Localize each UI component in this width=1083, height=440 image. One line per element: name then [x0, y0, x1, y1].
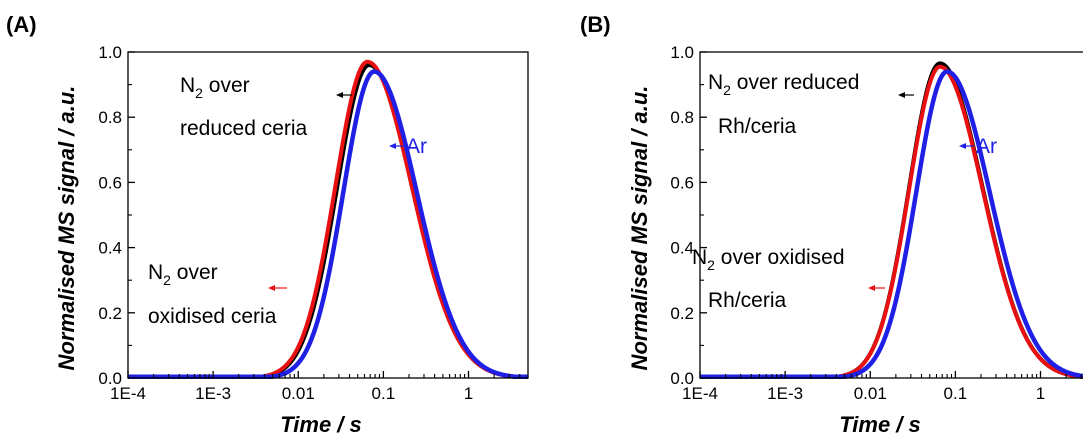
y-tick-label-a: 0.6: [98, 173, 122, 192]
y-tick-label-a: 0.4: [98, 239, 122, 258]
annotation-n2-reduced-line2-a: reduced ceria: [180, 117, 308, 140]
x-tick-label-b: 1: [1036, 384, 1045, 403]
arrow-n2-reduced-b: [898, 92, 914, 98]
annotation-n2-reduced-b: N2 over reduced: [708, 71, 859, 98]
x-tick-label-a: 1E-4: [110, 384, 146, 403]
y-tick-label-b: 0.6: [670, 173, 694, 192]
plot-frame-a: [127, 51, 529, 379]
x-tick-label-a: 1E-3: [195, 384, 231, 403]
x-ticks-b: 1E-4 1E-3 0.01 0.1 1: [682, 371, 1082, 403]
x-tick-label-a: 1: [464, 384, 473, 403]
annotation-ar-b: Ar: [976, 135, 997, 158]
annotation-n2-reduced-line2-b: Rh/ceria: [718, 115, 797, 138]
y-tick-label-a: 0.8: [98, 108, 122, 127]
x-tick-label-b: 1E-4: [682, 384, 718, 403]
plot-frame-b: [699, 51, 1083, 379]
y-tick-label-b: 0.8: [670, 108, 694, 127]
arrow-n2-oxidised-b: [868, 285, 885, 291]
y-axis-label-b: Normalised MS signal / a.u.: [627, 86, 652, 371]
x-tick-label-b: 0.1: [944, 384, 968, 403]
annotation-n2-oxidised-b: N2 over oxidised: [692, 246, 845, 273]
y-tick-label-b: 0.0: [670, 369, 694, 388]
x-tick-label-b: 0.01: [854, 384, 887, 403]
x-tick-label-b: 1E-3: [767, 384, 803, 403]
x-tick-label-a: 0.01: [282, 384, 315, 403]
series-line-n2-oxidised-b: [698, 64, 1083, 379]
chart-panel-a: (A) Normalised MS signal / a.u. Time / s…: [6, 12, 530, 437]
y-tick-label-b: 0.2: [670, 304, 694, 323]
arrow-ar-b: [959, 143, 974, 149]
series-curves-b: [698, 61, 1083, 379]
arrow-ar-a: [389, 143, 404, 149]
y-tick-label-a: 0.2: [98, 304, 122, 323]
x-ticks-a: 1E-4 1E-3 0.01 0.1 1: [110, 371, 529, 403]
series-line-n2-oxidised-a: [126, 59, 530, 379]
y-ticks-a: 0.0 0.2 0.4 0.6 0.8 1.0: [98, 43, 135, 388]
arrow-n2-oxidised-a: [268, 285, 287, 291]
y-axis-label-a: Normalised MS signal / a.u.: [54, 86, 79, 371]
series-curves-a: [126, 59, 530, 379]
arrow-n2-reduced-a: [336, 92, 352, 98]
annotation-n2-oxidised-a: N2 over: [148, 261, 218, 288]
panel-label-b: (B): [580, 12, 611, 37]
y-ticks-b: 0.0 0.2 0.4 0.6 0.8 1.0: [670, 43, 707, 388]
annotation-n2-reduced-a: N2 over: [180, 74, 250, 101]
y-tick-label-a: 0.0: [98, 369, 122, 388]
y-tick-label-a: 1.0: [98, 43, 122, 62]
annotation-n2-oxidised-line2-a: oxidised ceria: [148, 305, 277, 328]
x-axis-label-b: Time / s: [839, 412, 921, 437]
series-line-n2-reduced-b: [698, 61, 1083, 379]
x-tick-label-a: 0.1: [372, 384, 396, 403]
y-tick-label-b: 0.4: [670, 239, 694, 258]
annotation-n2-oxidised-line2-b: Rh/ceria: [708, 289, 787, 312]
annotation-ar-a: Ar: [406, 135, 427, 158]
chart-panel-b: (B) Normalised MS signal / a.u. Time / s…: [580, 12, 1083, 437]
panel-label-a: (A): [6, 12, 37, 37]
y-tick-label-b: 1.0: [670, 43, 694, 62]
x-axis-label-a: Time / s: [280, 412, 362, 437]
